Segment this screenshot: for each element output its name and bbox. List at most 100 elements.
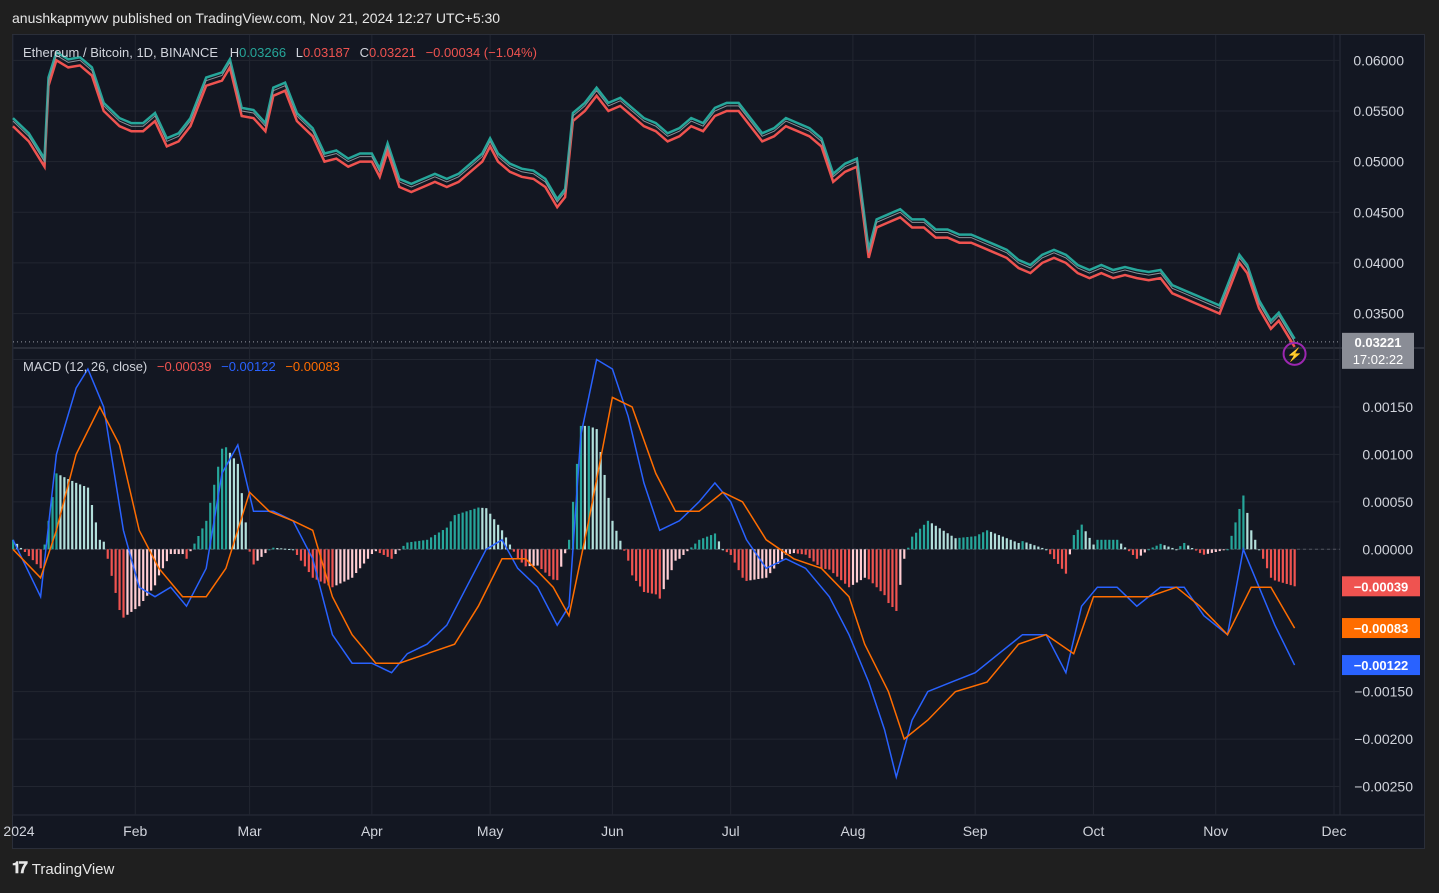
macd-histogram-bar — [599, 452, 602, 550]
macd-histogram-bar — [808, 549, 811, 559]
macd-histogram-bar — [1191, 548, 1194, 550]
close-value: 0.03221 — [368, 45, 416, 60]
macd-histogram-bar — [1056, 549, 1060, 564]
macd-histogram-bar — [319, 549, 322, 582]
macd-histogram-bar — [1210, 549, 1213, 553]
macd-histogram-bar — [903, 549, 906, 559]
macd-histogram-bar — [398, 549, 401, 551]
macd-histogram-bar — [130, 549, 133, 612]
macd-histogram-bar — [153, 549, 157, 586]
publish-caption: anushkapmywv published on TradingView.co… — [12, 10, 501, 26]
macd-histogram-bar — [918, 528, 922, 550]
macd-histogram-bar — [1092, 544, 1095, 550]
macd-histogram-bar — [887, 549, 890, 604]
macd-histogram-bar — [911, 536, 914, 550]
macd-histogram-bar — [619, 540, 622, 550]
macd-histogram-bar — [410, 541, 413, 550]
macd-tick-label: 0.00150 — [1362, 399, 1413, 415]
macd-histogram-bar — [638, 549, 642, 587]
macd-histogram-bar — [323, 549, 326, 584]
macd-histogram-bar — [122, 549, 125, 618]
macd-histogram-bar — [950, 535, 953, 550]
macd-histogram-bar — [571, 501, 575, 550]
macd-histogram-bar — [217, 466, 220, 550]
x-tick-label: Aug — [840, 823, 865, 839]
macd-histogram-bar — [489, 513, 492, 550]
macd-histogram-bar — [725, 549, 728, 553]
x-tick-label: May — [477, 823, 503, 839]
macd-histogram-bar — [1226, 549, 1229, 551]
macd-histogram-bar — [1076, 529, 1079, 550]
lightning-glyph: ⚡ — [1286, 347, 1302, 363]
macd-histogram-bar — [366, 549, 370, 559]
price-legend: Ethereum / Bitcoin, 1D, BINANCE H0.03266… — [23, 45, 539, 60]
macd-histogram-bar — [1045, 549, 1048, 551]
macd-histogram-bar — [1005, 538, 1008, 550]
price-tick-label: 0.04500 — [1353, 204, 1404, 220]
macd-histogram-bar — [374, 549, 377, 552]
macd-histogram-bar — [426, 539, 429, 550]
macd-histogram-bar — [1021, 541, 1024, 550]
macd-histogram-bar — [926, 520, 930, 550]
macd-histogram-bar — [1151, 547, 1154, 550]
macd-histogram-bar — [1049, 549, 1052, 555]
macd-histogram-bar — [579, 425, 583, 550]
macd-histogram-bar — [934, 525, 937, 550]
macd-histogram-bar — [465, 511, 468, 550]
macd-histogram-bar — [165, 549, 168, 562]
macd-histogram-bar — [989, 531, 993, 550]
macd-histogram-bar — [769, 549, 772, 574]
tradingview-logo-icon: 𝟏𝟕 — [12, 860, 28, 877]
macd-hist-tag-value: −0.00039 — [1354, 579, 1409, 594]
macd-histogram-bar — [461, 512, 464, 550]
macd-histogram-bar — [197, 536, 200, 550]
macd-tick-label: 0.00000 — [1362, 541, 1413, 557]
macd-histogram-bar — [67, 479, 70, 550]
macd-histogram-bar — [1238, 508, 1241, 550]
macd-histogram-bar — [150, 549, 153, 591]
macd-histogram-bar — [646, 549, 650, 593]
macd-histogram-bar — [185, 549, 188, 559]
macd-histogram-bar — [686, 549, 689, 552]
macd-histogram-bar — [418, 540, 421, 550]
macd-histogram-bar — [568, 539, 571, 550]
macd-histogram-bar — [1218, 549, 1221, 552]
macd-histogram-bar — [236, 463, 239, 550]
macd-histogram-bar — [1167, 546, 1170, 550]
macd-histogram-bar — [1080, 524, 1083, 550]
macd-histogram-bar — [883, 549, 886, 596]
price-tick-label: 0.04000 — [1353, 255, 1404, 271]
low-label: L — [295, 45, 303, 60]
macd-histogram-bar — [209, 502, 212, 550]
macd-histogram-bar — [548, 549, 551, 577]
macd-histogram-bar — [126, 549, 129, 615]
tradingview-brand[interactable]: 𝟏𝟕 TradingView — [12, 860, 114, 878]
macd-histogram-bar — [737, 549, 740, 571]
macd-histogram-bar — [1187, 545, 1190, 550]
macd-histogram-bar — [288, 548, 291, 550]
macd-histogram-bar — [205, 520, 208, 550]
macd-histogram-bar — [1285, 549, 1288, 584]
macd-histogram-bar — [1120, 543, 1123, 550]
macd-histogram-bar — [1202, 549, 1206, 555]
lightning-marker-icon — [1282, 341, 1307, 366]
macd-histogram-bar — [662, 549, 665, 590]
macd-histogram-bar — [623, 549, 626, 551]
macd-histogram-bar — [1250, 530, 1253, 550]
macd-histogram-bar — [1289, 549, 1292, 586]
macd-histogram-bar — [1025, 542, 1028, 550]
macd-histogram-bar — [422, 540, 425, 550]
macd-histogram-bar — [776, 549, 780, 564]
macd-histogram-bar — [729, 549, 732, 555]
macd-histogram-bar — [23, 549, 27, 552]
macd-histogram-bar — [1053, 549, 1056, 560]
macd-histogram-bar — [1242, 495, 1245, 550]
macd-histogram-bar — [840, 549, 843, 581]
macd-histogram-bar — [102, 541, 105, 550]
x-tick-label: Mar — [238, 823, 262, 839]
macd-histogram-bar — [386, 549, 389, 557]
price-tick-label: 0.06000 — [1353, 52, 1404, 68]
brand-name: TradingView — [31, 860, 115, 878]
macd-histogram-bar — [134, 549, 137, 610]
